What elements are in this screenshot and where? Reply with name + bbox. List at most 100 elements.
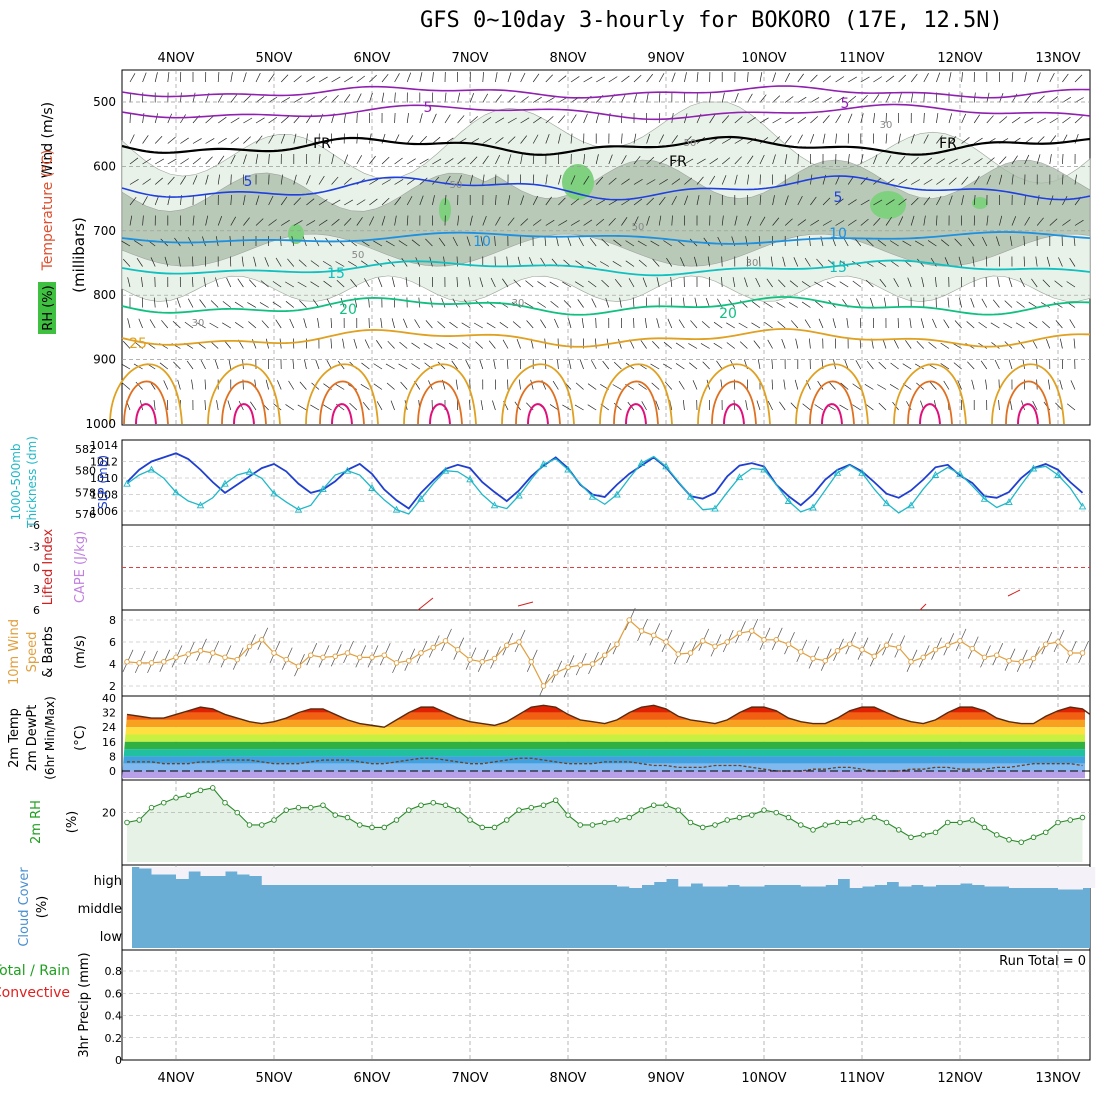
wind-barb [227, 400, 232, 411]
wind-barb [362, 401, 370, 411]
wind-barb [747, 216, 752, 226]
wind-barb [726, 322, 735, 329]
wind-barb [608, 154, 613, 165]
wind-barb [441, 297, 446, 308]
wind-barb [150, 257, 156, 267]
wind-barb [159, 362, 169, 370]
rh2m-point [577, 822, 584, 828]
wind-barb [797, 134, 803, 144]
precip-conv-label: Convective [0, 985, 70, 1001]
temp-ylabel: 2m Temp [7, 708, 22, 768]
wind-barb [744, 277, 748, 288]
wind-barb [835, 133, 837, 144]
wind-barb [574, 404, 584, 411]
wind-barb [380, 318, 383, 329]
wind-barb [936, 113, 939, 124]
wind-barb [315, 359, 320, 370]
wind-barb [1036, 359, 1038, 370]
wind10m-speed-point [847, 641, 853, 647]
wind-barb [344, 76, 353, 83]
wind-barb [595, 154, 599, 165]
wind-barb [1046, 256, 1051, 267]
rh2m-point [908, 834, 914, 841]
wind-barb [570, 76, 580, 83]
wind10m-speed-point [430, 644, 437, 651]
wind-barb [999, 116, 1008, 124]
wind-barb [583, 219, 593, 226]
temp2m-panel [122, 704, 1091, 779]
wind-barb [537, 281, 546, 288]
wind-barb [923, 134, 929, 144]
wind-barb [330, 338, 332, 349]
wind-barb [779, 401, 786, 411]
lifted-panel [122, 545, 1090, 611]
wind-barb [864, 384, 874, 390]
wind-barb [1049, 218, 1058, 226]
rh2m-point [418, 802, 424, 808]
wind-barb [961, 137, 970, 144]
wind-barb [532, 174, 535, 185]
cape-ylabel: CAPE (J/kg) [73, 531, 88, 603]
cloud-high-gap [911, 867, 924, 885]
cloud-high-gap [960, 867, 973, 884]
wind-barb [947, 297, 950, 308]
wind-barb [646, 197, 654, 206]
wind-barb [285, 281, 294, 288]
cloud-high-gap [359, 867, 373, 885]
wind-barb [419, 113, 423, 124]
wind-barb [217, 93, 224, 103]
wind10m-speed-point [124, 659, 130, 665]
rh-contour-label: 30 [880, 120, 893, 131]
wind10m-speed-point [344, 650, 351, 656]
wind-barb [797, 195, 803, 206]
wind-barb [507, 195, 511, 206]
wind-barb [255, 154, 259, 165]
wind-barb [1049, 154, 1052, 165]
wind-barb [738, 322, 748, 329]
wind-ylabel3: & Barbs [41, 626, 56, 678]
wind-barb [356, 155, 362, 165]
wind-barb [583, 113, 588, 124]
wind-barb [651, 382, 660, 390]
wind-barb [789, 280, 799, 288]
wind-barb [155, 158, 165, 165]
wind-barb [621, 155, 627, 165]
wind-barb [398, 240, 408, 247]
wind10m-speed-point [773, 637, 780, 643]
wind-barb [480, 400, 484, 411]
precip-ylabel: 3hr Precip (mm) [77, 952, 92, 1057]
rh2m-point [589, 822, 596, 828]
wind-barb [138, 318, 143, 329]
wind-barb [310, 281, 320, 288]
wind-barb [973, 175, 980, 185]
wind-barb [759, 216, 766, 226]
wind-barb [910, 73, 918, 83]
wind10m-speed-point [528, 659, 535, 665]
precip-tick: 0 [115, 1054, 122, 1067]
wind-barb [772, 117, 782, 124]
wind-barb [814, 404, 824, 411]
wind-barb [469, 174, 474, 185]
wind-barb [549, 281, 559, 288]
wind-barb [507, 136, 516, 144]
thickness-marker [662, 462, 670, 470]
wind-barb [430, 297, 433, 308]
wind-barb [637, 240, 647, 247]
wind10m-speed-point [467, 656, 473, 663]
isotherm-label: FR [313, 136, 331, 152]
rh2m-point [969, 817, 976, 823]
wind-barb [890, 362, 899, 370]
wind-barb [595, 317, 597, 329]
day-label-top: 12NOV [937, 51, 982, 66]
wind-barb [873, 199, 883, 206]
wind-barb [898, 156, 906, 165]
wind-barb [507, 217, 515, 226]
wind-barb [898, 92, 902, 103]
wind-barb [734, 174, 738, 185]
wind-barb [209, 322, 219, 329]
wind-barb [186, 360, 194, 370]
rh2m-point [185, 792, 191, 799]
wind-barb [772, 136, 780, 144]
isotherm-label: FR [669, 154, 687, 170]
rh-contour-label: 50 [450, 180, 463, 191]
